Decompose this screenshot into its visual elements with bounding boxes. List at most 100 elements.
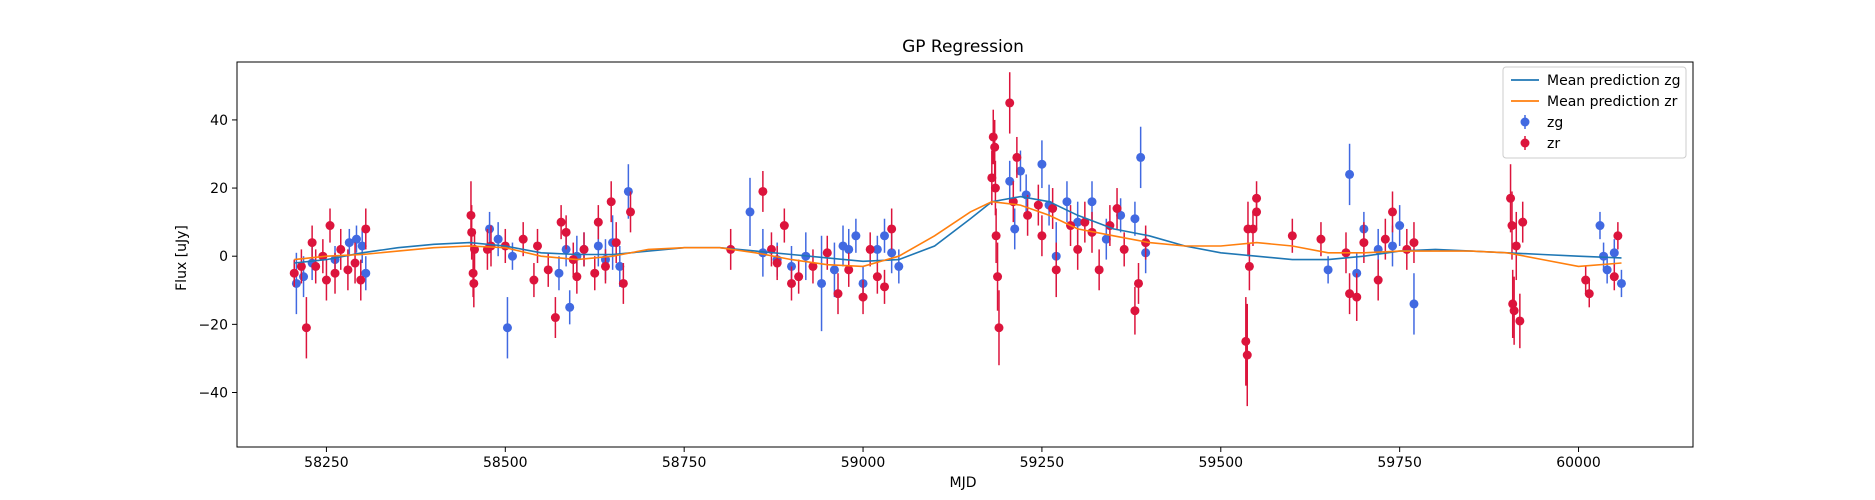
- point-zr: [518, 234, 528, 244]
- point-zr: [1033, 200, 1043, 210]
- point-zr: [1048, 204, 1058, 214]
- point-zr: [1130, 306, 1140, 316]
- point-zr: [1584, 289, 1594, 299]
- point-zr: [325, 221, 335, 231]
- point-zg: [485, 224, 495, 234]
- point-zr: [1515, 316, 1525, 326]
- point-zr: [1012, 152, 1022, 162]
- point-zr: [550, 313, 560, 323]
- point-zg: [623, 186, 633, 196]
- point-zg: [1037, 159, 1047, 169]
- point-zg: [1073, 217, 1083, 227]
- point-zg: [745, 207, 755, 217]
- point-zg: [872, 244, 882, 254]
- point-zr: [350, 258, 360, 268]
- mean-line-zr: [294, 200, 1622, 268]
- point-zr: [1380, 234, 1390, 244]
- series-zr: [289, 72, 1623, 407]
- point-zr: [786, 278, 796, 288]
- point-zr: [1609, 272, 1619, 282]
- point-zg: [851, 231, 861, 241]
- point-zr: [1506, 193, 1516, 203]
- point-zr: [990, 183, 1000, 193]
- point-zr: [469, 278, 479, 288]
- legend-swatch-marker: [1520, 138, 1530, 148]
- point-zr: [361, 224, 371, 234]
- point-zg: [565, 302, 575, 312]
- point-zr: [1402, 244, 1412, 254]
- point-zr: [990, 142, 1000, 152]
- point-zr: [289, 268, 299, 278]
- point-zr: [1244, 261, 1254, 271]
- point-zg: [817, 278, 827, 288]
- point-zg: [351, 234, 361, 244]
- x-tick-label: 58500: [483, 455, 528, 471]
- point-zr: [301, 323, 311, 333]
- point-zr: [561, 227, 571, 237]
- x-tick-label: 58750: [662, 455, 707, 471]
- point-zg: [1387, 241, 1397, 251]
- point-zg: [299, 272, 309, 282]
- point-zg: [291, 278, 301, 288]
- point-zr: [1581, 275, 1591, 285]
- point-zr: [844, 265, 854, 275]
- legend-label: zg: [1547, 115, 1563, 131]
- point-zr: [579, 244, 589, 254]
- point-zr: [529, 275, 539, 285]
- point-zg: [1101, 234, 1111, 244]
- x-tick-label: 59000: [841, 455, 886, 471]
- point-zr: [1613, 231, 1623, 241]
- point-zr: [1005, 98, 1015, 108]
- point-zg: [1130, 214, 1140, 224]
- point-zg: [1602, 265, 1612, 275]
- point-zr: [1511, 241, 1521, 251]
- point-zg: [357, 241, 367, 251]
- point-zr: [887, 224, 897, 234]
- legend: Mean prediction zg Mean prediction zr zg zr: [1502, 66, 1687, 159]
- point-zg: [880, 231, 890, 241]
- point-zr: [321, 275, 331, 285]
- point-zr: [1094, 265, 1104, 275]
- legend-label: Mean prediction zg: [1547, 73, 1681, 89]
- point-zg: [344, 238, 354, 248]
- point-zg: [1616, 278, 1626, 288]
- point-zr: [1387, 207, 1397, 217]
- point-zg: [361, 268, 371, 278]
- y-tick-label: 40: [210, 113, 228, 129]
- point-zr: [994, 323, 1004, 333]
- point-zg: [1062, 197, 1072, 207]
- point-zr: [296, 261, 306, 271]
- point-zr: [336, 244, 346, 254]
- point-zr: [822, 248, 832, 258]
- point-zg: [894, 261, 904, 271]
- point-zr: [833, 289, 843, 299]
- point-zg: [1599, 251, 1609, 261]
- point-zr: [1508, 299, 1518, 309]
- point-zr: [486, 241, 496, 251]
- y-tick-label: 20: [210, 181, 228, 197]
- point-zr: [1080, 217, 1090, 227]
- x-axis-label: MJD: [950, 475, 977, 491]
- point-zr: [991, 231, 1001, 241]
- x-tick-label: 58250: [304, 455, 349, 471]
- point-zr: [533, 241, 543, 251]
- point-zg: [1005, 176, 1015, 186]
- x-tick-label: 59250: [1020, 455, 1065, 471]
- point-zg: [1116, 210, 1126, 220]
- point-zg: [493, 234, 503, 244]
- point-zr: [1241, 336, 1251, 346]
- point-zr: [880, 282, 890, 292]
- point-zg: [502, 323, 512, 333]
- point-zr: [1134, 278, 1144, 288]
- point-zr: [772, 258, 782, 268]
- point-zr: [1507, 221, 1517, 231]
- point-zg: [1136, 152, 1146, 162]
- point-zr: [593, 217, 603, 227]
- point-zr: [865, 244, 875, 254]
- point-zg: [1323, 265, 1333, 275]
- point-zr: [1345, 289, 1355, 299]
- point-zr: [606, 197, 616, 207]
- chart-title: GP Regression: [902, 37, 1024, 57]
- point-zr: [1073, 244, 1083, 254]
